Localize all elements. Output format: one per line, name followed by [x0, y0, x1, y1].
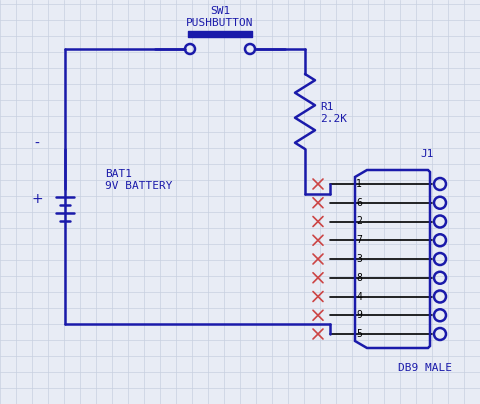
- Text: SW1: SW1: [210, 6, 230, 16]
- Text: +: +: [31, 192, 43, 206]
- Text: 2: 2: [356, 217, 362, 227]
- Text: 6: 6: [356, 198, 362, 208]
- Text: 1: 1: [356, 179, 362, 189]
- Text: 7: 7: [356, 235, 362, 245]
- Text: R1: R1: [320, 102, 334, 112]
- Text: 3: 3: [356, 254, 362, 264]
- Text: J1: J1: [420, 149, 433, 159]
- Text: BAT1: BAT1: [105, 169, 132, 179]
- Text: 8: 8: [356, 273, 362, 283]
- Text: 9V BATTERY: 9V BATTERY: [105, 181, 172, 191]
- Text: DB9 MALE: DB9 MALE: [398, 363, 452, 373]
- Text: 2.2K: 2.2K: [320, 114, 347, 124]
- Text: -: -: [35, 137, 39, 151]
- Text: PUSHBUTTON: PUSHBUTTON: [186, 18, 254, 28]
- Text: 5: 5: [356, 329, 362, 339]
- Text: 4: 4: [356, 292, 362, 301]
- Text: 9: 9: [356, 310, 362, 320]
